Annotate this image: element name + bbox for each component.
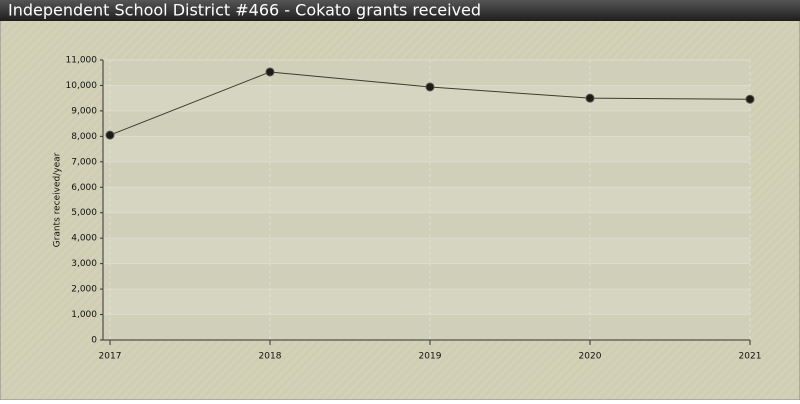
x-tick-label: 2020	[579, 352, 602, 362]
band	[103, 136, 750, 162]
x-tick-label: 2017	[99, 352, 122, 362]
band	[103, 314, 750, 340]
x-tick-label: 2021	[739, 352, 762, 362]
y-tick-label: 10,000	[66, 81, 98, 91]
y-tick-label: 7,000	[71, 157, 97, 167]
plot: 0 1,000 2,000 3,000 4,000 5,000 6,000 7,000 8,00…	[66, 56, 762, 362]
y-tick-label: 4,000	[71, 234, 97, 244]
band	[103, 187, 750, 213]
chart-title: Independent School District #466 - Cokat…	[8, 1, 481, 20]
band	[103, 60, 750, 86]
x-tick-label: 2018	[259, 352, 282, 362]
point	[265, 67, 275, 77]
y-tick-label: 11,000	[66, 56, 98, 66]
y-tick-label: 0	[91, 336, 97, 346]
band	[103, 238, 750, 264]
band	[103, 161, 750, 188]
band	[103, 289, 750, 315]
point	[425, 82, 435, 92]
y-tick-label: 8,000	[71, 132, 97, 142]
band	[103, 110, 750, 137]
y-tick-label: 1,000	[71, 310, 97, 320]
title-bar	[0, 0, 800, 21]
point	[585, 93, 595, 103]
point	[105, 130, 115, 140]
y-tick-label: 2,000	[71, 285, 97, 295]
x-tick-label: 2019	[419, 352, 442, 362]
y-axis-label: Grants received/year	[53, 152, 63, 247]
y-tick-label: 5,000	[71, 208, 97, 218]
point	[745, 94, 755, 104]
band	[103, 263, 750, 290]
y-tick-label: 3,000	[71, 259, 97, 269]
y-tick-label: 6,000	[71, 183, 97, 193]
band	[103, 212, 750, 239]
y-tick-label: 9,000	[71, 106, 97, 116]
